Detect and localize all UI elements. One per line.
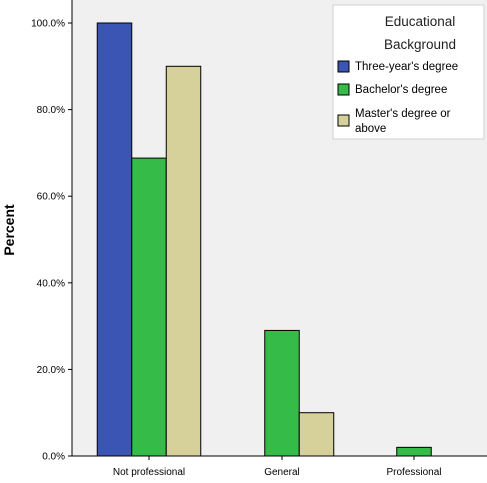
bars xyxy=(96,22,432,457)
legend-swatch xyxy=(337,83,350,96)
y-tick-label: 0.0% xyxy=(42,452,65,463)
legend-label: above xyxy=(355,123,386,135)
legend-title-line-2: Background xyxy=(384,37,456,52)
x-tick-label: Not professional xyxy=(113,467,185,478)
x-axis-ticks: Not professional General Professional xyxy=(113,456,442,478)
y-tick-label: 40.0% xyxy=(37,278,65,289)
y-axis-title: Percent xyxy=(1,204,17,256)
legend-label: Master's degree or xyxy=(355,108,451,120)
x-tick-label: Professional xyxy=(386,467,441,478)
legend-title-line-1: Educational xyxy=(385,14,456,29)
bar xyxy=(298,412,335,457)
bar xyxy=(96,22,133,457)
y-tick-label: 80.0% xyxy=(37,105,65,116)
x-tick-label: General xyxy=(264,467,300,478)
y-axis-ticks: 0.0% 20.0% 40.0% 60.0% 80.0% 100.0% xyxy=(31,19,72,463)
y-tick-label: 20.0% xyxy=(37,365,65,376)
legend-swatch xyxy=(337,60,350,73)
y-tick-label: 60.0% xyxy=(37,192,65,203)
bar xyxy=(396,446,432,457)
bar xyxy=(131,157,167,457)
legend-label: Three-year's degree xyxy=(355,61,458,73)
y-tick-label: 100.0% xyxy=(31,19,65,30)
legend-label: Bachelor's degree xyxy=(355,84,447,96)
bar xyxy=(264,329,300,457)
legend-items: Three-year's degree Bachelor's degree Mast… xyxy=(337,60,458,135)
legend: Educational Background Three-year's degr… xyxy=(332,4,485,140)
legend-box xyxy=(332,4,485,140)
bar xyxy=(165,65,202,457)
legend-swatch xyxy=(337,114,350,127)
